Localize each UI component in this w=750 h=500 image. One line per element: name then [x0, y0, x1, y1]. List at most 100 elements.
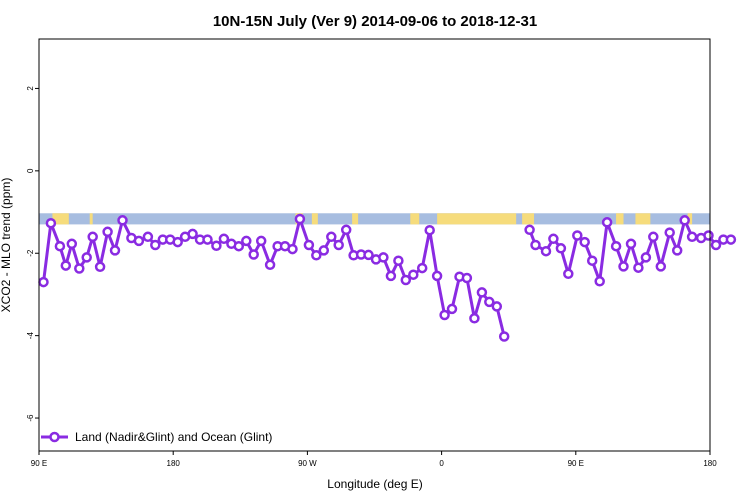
data-point — [555, 243, 567, 254]
data-point — [74, 263, 85, 274]
x-tick-label: 90 W — [298, 459, 317, 468]
data-point — [94, 261, 106, 273]
land-segment — [522, 213, 535, 225]
data-point — [241, 235, 252, 247]
legend-marker-swatch — [49, 431, 60, 443]
y-tick-label: 0 — [26, 168, 35, 173]
data-point — [484, 296, 495, 308]
data-point — [625, 238, 637, 250]
data-point — [530, 239, 541, 251]
data-point — [469, 313, 480, 324]
data-point — [333, 239, 344, 251]
data-point — [548, 233, 559, 245]
data-point — [255, 235, 267, 247]
data-point — [664, 227, 675, 238]
data-point — [287, 243, 298, 255]
plot-area — [38, 213, 737, 342]
data-point — [424, 224, 435, 236]
data-point — [393, 255, 404, 266]
data-point — [385, 270, 397, 282]
data-point — [38, 276, 49, 288]
data-point — [264, 259, 276, 271]
data-point — [340, 224, 352, 236]
data-point — [703, 230, 714, 241]
data-point — [586, 255, 598, 266]
data-point — [294, 213, 306, 225]
data-point — [725, 234, 737, 245]
data-point — [461, 272, 473, 284]
data-point — [66, 238, 78, 250]
chart-title: 10N-15N July (Ver 9) 2014-09-06 to 2018-… — [213, 13, 537, 30]
y-tick-label: -4 — [26, 332, 35, 340]
data-point — [572, 230, 583, 241]
legend: Land (Nadir&Glint) and Ocean (Glint) — [41, 430, 272, 444]
data-point — [54, 240, 66, 252]
y-axis-label: XCO2 - MLO trend (ppm) — [0, 178, 13, 313]
legend-label: Land (Nadir&Glint) and Ocean (Glint) — [75, 430, 272, 444]
data-point — [476, 287, 488, 298]
land-segment — [635, 213, 651, 225]
data-point — [102, 226, 113, 238]
data-point — [318, 245, 330, 256]
land-segment — [52, 213, 69, 225]
data-point — [326, 231, 337, 243]
y-axis: 2 0 -2 -4 -6 — [26, 86, 39, 422]
data-point — [618, 261, 629, 272]
data-point — [610, 240, 622, 252]
data-point — [710, 239, 722, 251]
data-point — [400, 274, 412, 286]
x-axis-label: Longitude (deg E) — [327, 477, 422, 491]
x-tick-label: 90 E — [568, 459, 584, 468]
data-point — [303, 239, 315, 251]
x-tick-label: 180 — [703, 459, 717, 468]
data-point — [81, 252, 92, 263]
data-point — [648, 231, 659, 243]
data-point — [133, 235, 145, 247]
data-point — [248, 249, 259, 260]
data-point — [172, 236, 183, 248]
x-tick-label: 180 — [167, 459, 181, 468]
data-point — [218, 233, 230, 245]
data-point — [601, 217, 613, 228]
data-point — [655, 261, 667, 272]
data-point — [671, 245, 683, 256]
data-point — [594, 276, 605, 287]
data-point — [202, 234, 213, 245]
data-point — [446, 303, 458, 315]
data-point — [563, 268, 574, 280]
data-point — [431, 270, 443, 282]
land-segment — [437, 213, 517, 225]
land-segment — [89, 213, 93, 225]
data-point — [378, 252, 389, 263]
x-tick-label: 90 E — [31, 459, 47, 468]
data-point — [439, 309, 450, 321]
data-point — [87, 231, 98, 243]
data-point — [686, 231, 698, 243]
data-point — [498, 331, 510, 342]
land-segment — [616, 213, 624, 225]
ocean-band — [39, 213, 710, 225]
data-point — [679, 215, 690, 226]
land-segment — [352, 213, 359, 225]
land-segment — [311, 213, 318, 225]
land-segment — [687, 213, 693, 225]
data-point — [524, 224, 535, 236]
plot-frame — [38, 38, 711, 452]
data-point — [60, 260, 72, 271]
data-point — [211, 240, 222, 252]
data-point — [363, 249, 374, 261]
data-point — [150, 239, 161, 251]
x-axis: 90 E 180 90 W 0 90 E 180 — [31, 451, 717, 468]
data-point — [491, 301, 503, 312]
land-segment — [410, 213, 420, 225]
y-tick-label: 2 — [26, 86, 35, 91]
data-point — [142, 231, 154, 243]
data-point — [117, 215, 128, 226]
data-point — [640, 252, 652, 263]
data-point — [311, 250, 322, 261]
data-point — [187, 228, 198, 240]
y-tick-label: -6 — [26, 414, 35, 422]
x-tick-label: 0 — [439, 459, 444, 468]
data-point — [579, 236, 590, 248]
